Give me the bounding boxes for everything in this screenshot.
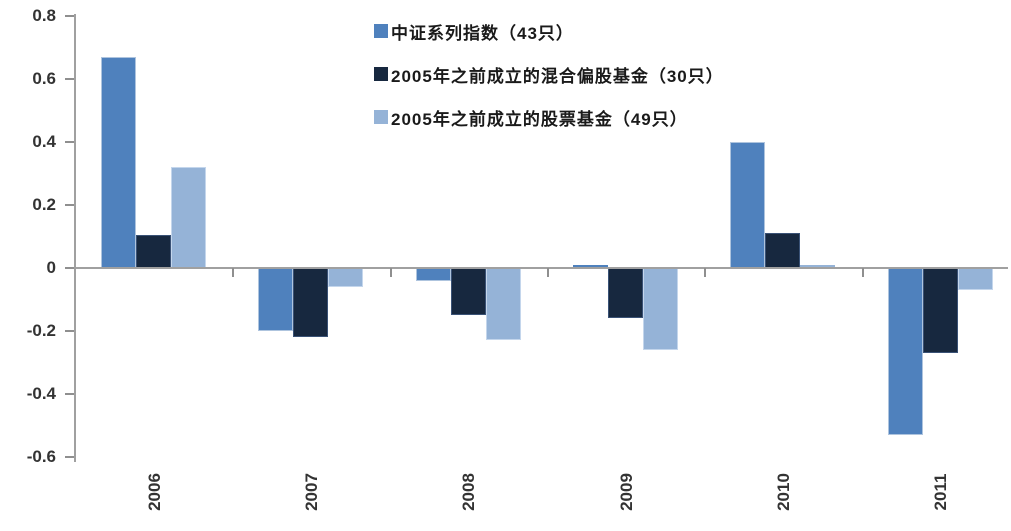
x-axis-zero-line [76, 267, 1008, 269]
legend-item-series3: 2005年之前成立的股票基金（49只） [374, 106, 724, 129]
y-tick-label: 0.8 [32, 6, 56, 25]
x-axis-tick [546, 268, 549, 277]
y-axis-tick [65, 15, 74, 17]
y-tick-label: 0 [46, 258, 56, 277]
bar-s1-2011 [887, 268, 923, 435]
x-tick-label-2006: 2006 [144, 473, 164, 511]
y-axis-tick [65, 204, 74, 206]
y-axis-tick [65, 330, 74, 332]
y-axis-tick [65, 456, 74, 458]
legend-label-series1: 中证系列指数（43只） [391, 23, 574, 43]
x-tick-label-2009: 2009 [616, 473, 636, 511]
bar-s2-2009 [607, 268, 643, 319]
bar-s3-2008 [485, 268, 521, 341]
legend: 中证系列指数（43只） 2005年之前成立的混合偏股基金（30只） 2005年之… [374, 20, 724, 129]
x-axis-tick [861, 268, 864, 277]
y-tick-label: -0.4 [26, 384, 56, 403]
bar-s3-2010 [800, 264, 836, 268]
x-tick-label-2010: 2010 [773, 473, 793, 511]
bar-s2-2010 [765, 233, 801, 268]
y-tick-label: 0.4 [32, 132, 56, 151]
bar-s2-2011 [922, 268, 958, 354]
bar-s1-2008 [415, 268, 451, 281]
x-axis-tick [704, 268, 707, 277]
legend-swatch-series3 [374, 110, 388, 124]
bar-s1-2007 [258, 268, 294, 331]
x-tick-label-2008: 2008 [459, 473, 479, 511]
bar-s3-2007 [328, 268, 364, 287]
legend-label-series2: 2005年之前成立的混合偏股基金（30只） [391, 66, 724, 86]
legend-swatch-series2 [374, 67, 388, 81]
x-axis-tick [389, 268, 392, 277]
bar-s3-2006 [171, 167, 206, 268]
y-tick-label: -0.2 [26, 321, 56, 340]
y-axis-tick [65, 393, 74, 395]
x-tick-label-2011: 2011 [931, 473, 951, 511]
bar-s1-2010 [730, 142, 766, 268]
legend-swatch-series1 [374, 24, 388, 38]
x-axis-tick [232, 268, 235, 277]
legend-item-series1: 中证系列指数（43只） [374, 20, 724, 43]
x-tick-label-2007: 2007 [301, 473, 321, 511]
legend-item-series2: 2005年之前成立的混合偏股基金（30只） [374, 63, 724, 86]
legend-label-series3: 2005年之前成立的股票基金（49只） [391, 109, 688, 129]
bar-s1-2006 [101, 56, 136, 268]
y-tick-label: -0.6 [26, 447, 56, 466]
y-tick-label: 0.6 [32, 69, 56, 88]
bar-s2-2008 [450, 268, 486, 316]
bar-s1-2009 [572, 264, 608, 268]
bar-s3-2009 [642, 268, 678, 350]
bar-s2-2007 [293, 268, 329, 338]
y-axis-line [74, 14, 76, 462]
y-axis-tick [65, 267, 74, 269]
bar-s2-2006 [136, 234, 171, 268]
y-axis-tick [65, 78, 74, 80]
y-axis-tick [65, 141, 74, 143]
bar-s3-2011 [957, 268, 993, 291]
y-tick-label: 0.2 [32, 195, 56, 214]
